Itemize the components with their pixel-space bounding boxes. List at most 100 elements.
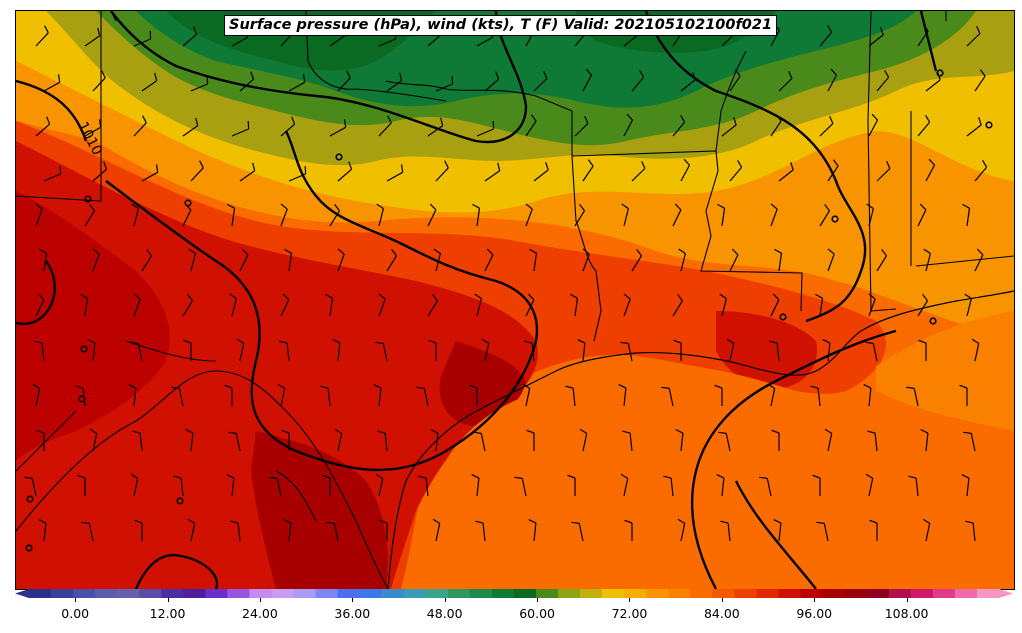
wind-barb-staff [876, 76, 890, 92]
wind-barb-staff [729, 166, 743, 182]
wind-barb-flag [716, 474, 725, 479]
weather-map: 1010 [16, 11, 1014, 589]
wind-barb-flag [962, 203, 970, 209]
colorbar-segment [844, 589, 868, 598]
wind-barb-staff [868, 119, 879, 137]
colorbar-segment [514, 589, 537, 598]
station-markers [25, 69, 993, 552]
wind-barb-flag [378, 293, 386, 300]
wind-barb-flag [432, 518, 441, 524]
wind-barb-staff [727, 523, 731, 542]
wind-barb-flag [236, 338, 245, 344]
colorbar-segment [734, 589, 758, 598]
wind-barb-staff [582, 74, 593, 92]
wind-barb-staff [721, 124, 737, 137]
wind-barb-flag [773, 519, 782, 524]
colorbar-segment [602, 589, 625, 598]
wind-barb-flag [884, 69, 890, 78]
wind-barb-staff [92, 168, 107, 182]
wind-barb-staff [827, 74, 838, 92]
wind-barb-flag [869, 519, 878, 524]
wind-barb-staff [288, 173, 306, 182]
wind-barb-flag [733, 117, 737, 126]
colorbar-segment [690, 589, 714, 598]
colorbar-segment [910, 589, 934, 598]
wind-barb-flag [279, 340, 288, 344]
wind-barb-flag [334, 428, 343, 434]
wind-barb-flag [34, 340, 43, 344]
wind-barb-flag [982, 159, 988, 168]
gulf-of-mexico [416, 316, 1014, 589]
wind-barb-flag [886, 160, 891, 169]
wind-barb-flag [865, 341, 874, 344]
wind-barb-flag [920, 429, 929, 434]
wind-barb-flag [418, 475, 427, 479]
wind-barb-staff [631, 76, 645, 92]
wind-barb-flag [937, 72, 941, 81]
wind-barb-flag [154, 72, 158, 81]
wind-barb-flag [971, 338, 980, 344]
wind-barb-flag [680, 114, 686, 123]
wind-barb-staff [484, 343, 490, 362]
wind-barb-flag [187, 518, 196, 524]
wind-barb-flag [620, 473, 629, 479]
wind-barb-flag [252, 162, 256, 171]
wind-barb-flag [24, 476, 33, 479]
wind-barb-flag [134, 519, 143, 524]
map-title: Surface pressure (hPa), wind (kts), T (F… [224, 15, 778, 36]
wind-barb-flag [130, 473, 139, 479]
wind-barb-flag [675, 429, 684, 434]
wind-barb-staff [729, 254, 739, 272]
wind-barb-flag [717, 203, 725, 209]
wind-barb-staff [382, 343, 388, 362]
wind-barb-flag [626, 113, 633, 121]
wind-barb-flag [923, 248, 931, 255]
wind-barb-flag [623, 293, 631, 300]
temperature-band-louisiana-heat [716, 311, 817, 389]
wind-barb-staff [139, 433, 143, 452]
colorbar-segment [293, 589, 317, 598]
wind-barb-staff [876, 255, 888, 272]
wind-barb-flag [770, 203, 778, 210]
wind-barb-staff [141, 80, 158, 92]
wind-barb-staff [41, 343, 45, 362]
wind-barb-staff [525, 299, 535, 317]
wind-barb-staff [231, 128, 249, 137]
wind-barb-staff [574, 298, 579, 317]
wind-barb-flag [92, 248, 100, 255]
wind-barb-staff [925, 523, 931, 542]
colorbar-tick-label: 24.00 [242, 606, 278, 621]
wind-barb-staff [582, 433, 588, 452]
wind-barb-staff [276, 478, 282, 497]
wind-barb-flag [433, 248, 441, 255]
wind-barb-staff [915, 478, 919, 497]
wind-barb-staff [972, 523, 976, 542]
wind-barb-flag [524, 340, 533, 344]
wind-barb-flag [101, 70, 106, 79]
wind-barb-flag [81, 521, 90, 524]
wind-barb-flag [155, 164, 159, 173]
wind-barb-staff [623, 34, 639, 47]
wind-barb-staff [435, 167, 449, 182]
wind-barb-flag [961, 474, 970, 479]
wind-barb-staff [378, 38, 396, 47]
wind-barb-staff [533, 78, 548, 92]
wind-barb-staff [627, 343, 633, 362]
wind-barb-staff [876, 168, 891, 182]
wind-barb-flag [918, 339, 927, 344]
wind-barb-flag [788, 70, 793, 79]
wind-barb-flag [379, 519, 388, 524]
wind-barb-flag [815, 293, 823, 299]
wind-barb-staff [484, 254, 494, 272]
wind-barb-flag [373, 384, 382, 389]
wind-barb-flag [46, 116, 51, 125]
wind-barb-flag [97, 27, 101, 36]
wind-barb-staff [925, 79, 941, 92]
wind-barb-staff [672, 209, 682, 227]
wind-barb-staff [133, 38, 151, 47]
wind-barb-staff [84, 298, 89, 317]
wind-barb-staff [133, 388, 137, 407]
wind-barb-flag [790, 162, 794, 171]
wind-barb-staff [190, 83, 208, 92]
wind-barb-staff [623, 298, 631, 317]
